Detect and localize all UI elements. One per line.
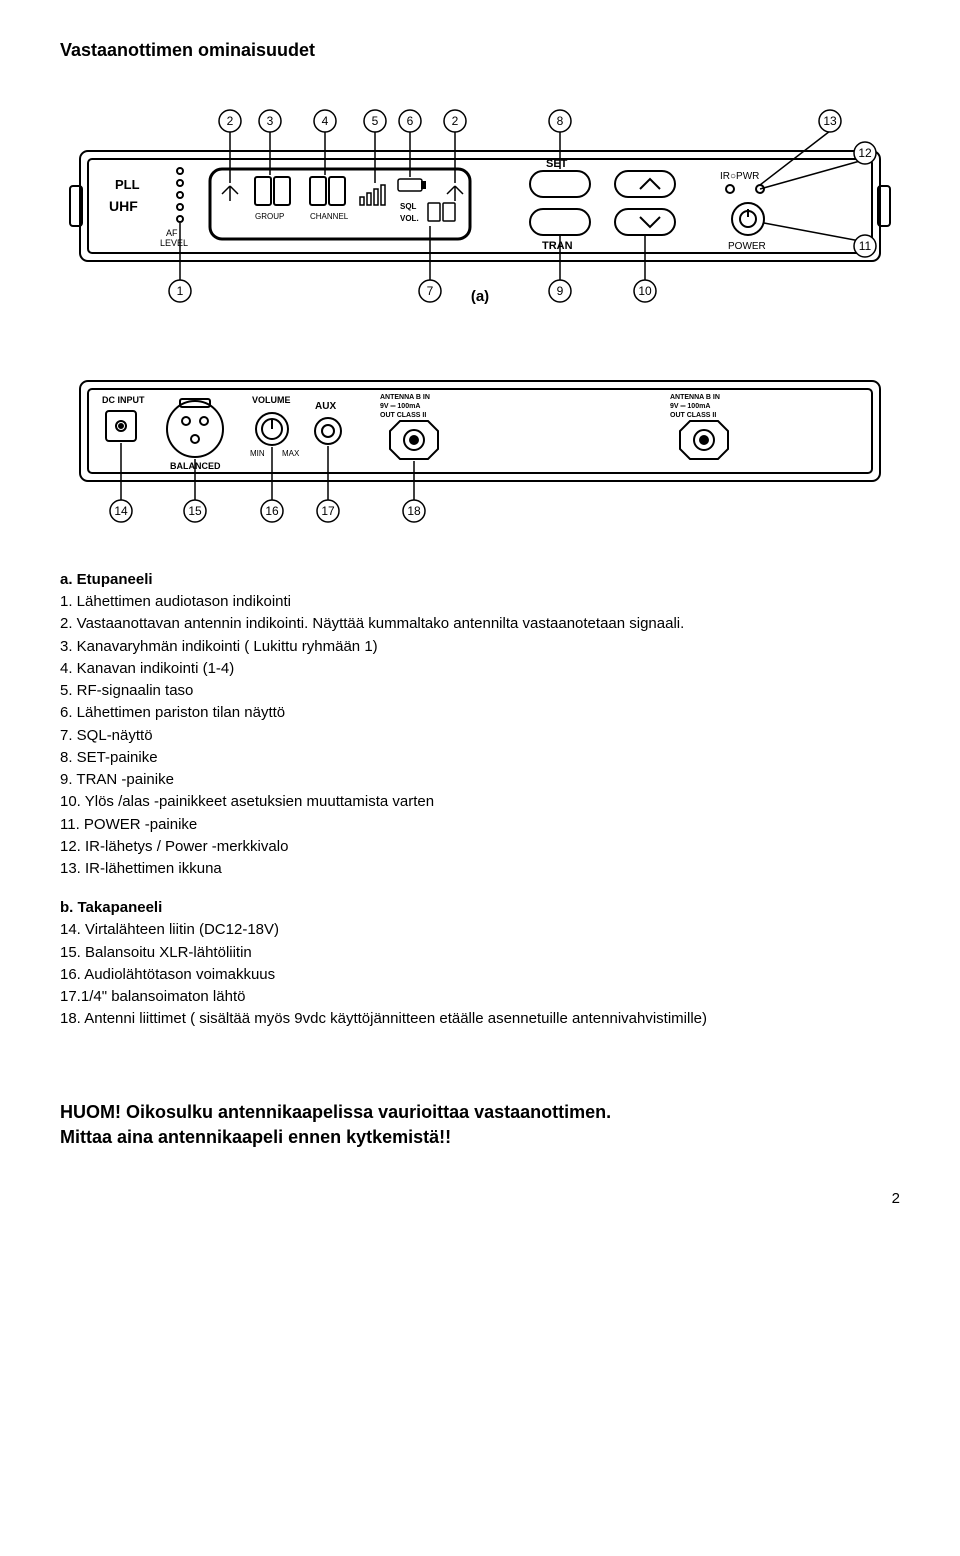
list-item: 2. Vastaanottavan antennin indikointi. N…: [60, 614, 900, 634]
svg-text:6: 6: [407, 114, 414, 128]
svg-text:MAX: MAX: [282, 449, 300, 458]
svg-text:12: 12: [858, 146, 872, 160]
list-item: 17.1/4" balansoimaton lähtö: [60, 987, 900, 1007]
list-item: 12. IR-lähetys / Power -merkkivalo: [60, 837, 900, 857]
svg-text:16: 16: [265, 504, 279, 518]
list-item: 11. POWER -painike: [60, 815, 900, 835]
svg-text:7: 7: [427, 284, 434, 298]
uhf-label: UHF: [109, 198, 138, 214]
svg-text:MIN: MIN: [250, 449, 265, 458]
list-item: 1. Lähettimen audiotason indikointi: [60, 592, 900, 612]
list-item: 14. Virtalähteen liitin (DC12-18V): [60, 920, 900, 940]
svg-text:CHANNEL: CHANNEL: [310, 212, 349, 221]
svg-text:SET: SET: [546, 158, 568, 170]
section-b-heading: b. Takapaneeli: [60, 899, 900, 916]
svg-text:VOL.: VOL.: [400, 214, 419, 223]
svg-text:11: 11: [859, 239, 872, 253]
svg-text:ANTENNA B IN: ANTENNA B IN: [380, 394, 430, 401]
svg-text:POWER: POWER: [728, 241, 766, 252]
svg-text:IR○PWR: IR○PWR: [720, 171, 759, 182]
svg-text:SQL: SQL: [400, 202, 417, 211]
svg-text:4: 4: [322, 114, 329, 128]
svg-text:DC INPUT: DC INPUT: [102, 395, 145, 405]
svg-text:17: 17: [321, 504, 335, 518]
list-item: 15. Balansoitu XLR-lähtöliitin: [60, 943, 900, 963]
list-item: 6. Lähettimen pariston tilan näyttö: [60, 703, 900, 723]
warning-block: HUOM! Oikosulku antennikaapelissa vaurio…: [60, 1100, 900, 1150]
svg-text:OUT CLASS II: OUT CLASS II: [380, 412, 426, 419]
list-item: 5. RF-signaalin taso: [60, 681, 900, 701]
svg-text:GROUP: GROUP: [255, 212, 284, 221]
svg-text:9: 9: [557, 284, 564, 298]
svg-text:2: 2: [227, 114, 234, 128]
list-item: 3. Kanavaryhmän indikointi ( Lukittu ryh…: [60, 637, 900, 657]
svg-text:ANTENNA B IN: ANTENNA B IN: [670, 394, 720, 401]
svg-text:2: 2: [452, 114, 459, 128]
svg-text:10: 10: [638, 284, 652, 298]
list-item: 10. Ylös /alas -painikkeet asetuksien mu…: [60, 792, 900, 812]
svg-text:8: 8: [557, 114, 564, 128]
list-item: 18. Antenni liittimet ( sisältää myös 9v…: [60, 1009, 900, 1029]
svg-text:18: 18: [407, 504, 421, 518]
svg-text:LEVEL: LEVEL: [160, 238, 188, 248]
svg-text:AF: AF: [166, 228, 178, 238]
svg-text:5: 5: [372, 114, 379, 128]
pll-label: PLL: [115, 177, 140, 192]
svg-text:OUT CLASS II: OUT CLASS II: [670, 412, 716, 419]
warning-line-1: HUOM! Oikosulku antennikaapelissa vaurio…: [60, 1100, 900, 1125]
list-item: 16. Audiolähtötason voimakkuus: [60, 965, 900, 985]
section-a-heading: a. Etupaneeli: [60, 571, 900, 588]
page-title: Vastaanottimen ominaisuudet: [60, 40, 900, 61]
list-item: 13. IR-lähettimen ikkuna: [60, 859, 900, 879]
list-item: 8. SET-painike: [60, 748, 900, 768]
list-item: 9. TRAN -painike: [60, 770, 900, 790]
svg-text:TRAN: TRAN: [542, 240, 573, 252]
section-b-list: 14. Virtalähteen liitin (DC12-18V) 15. B…: [60, 920, 900, 1029]
svg-text:9V ═ 100mA: 9V ═ 100mA: [670, 403, 710, 410]
svg-text:AUX: AUX: [315, 401, 336, 412]
svg-text:(a): (a): [471, 288, 489, 305]
svg-text:VOLUME: VOLUME: [252, 395, 291, 405]
warning-line-2: Mittaa aina antennikaapeli ennen kytkemi…: [60, 1125, 900, 1150]
svg-text:15: 15: [188, 504, 202, 518]
svg-text:13: 13: [823, 114, 837, 128]
page-number: 2: [60, 1190, 900, 1207]
rear-panel-diagram: DC INPUT BALANCED VOLUME MIN MAX AUX ANT…: [60, 361, 900, 541]
svg-text:14: 14: [114, 504, 128, 518]
front-panel-diagram: PLL UHF AF LEVEL GROUP CHANNEL SQL VOL.: [60, 91, 900, 331]
svg-text:1: 1: [177, 284, 184, 298]
list-item: 7. SQL-näyttö: [60, 726, 900, 746]
svg-text:3: 3: [267, 114, 274, 128]
section-a-list: 1. Lähettimen audiotason indikointi 2. V…: [60, 592, 900, 879]
list-item: 4. Kanavan indikointi (1-4): [60, 659, 900, 679]
svg-text:9V ═ 100mA: 9V ═ 100mA: [380, 403, 420, 410]
